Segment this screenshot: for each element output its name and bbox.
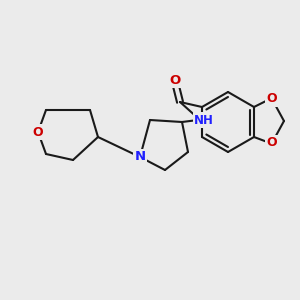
Text: NH: NH	[194, 113, 214, 127]
Text: O: O	[267, 92, 277, 106]
Text: O: O	[267, 136, 277, 149]
Text: O: O	[169, 74, 181, 86]
Text: N: N	[134, 151, 146, 164]
Text: O: O	[33, 125, 43, 139]
